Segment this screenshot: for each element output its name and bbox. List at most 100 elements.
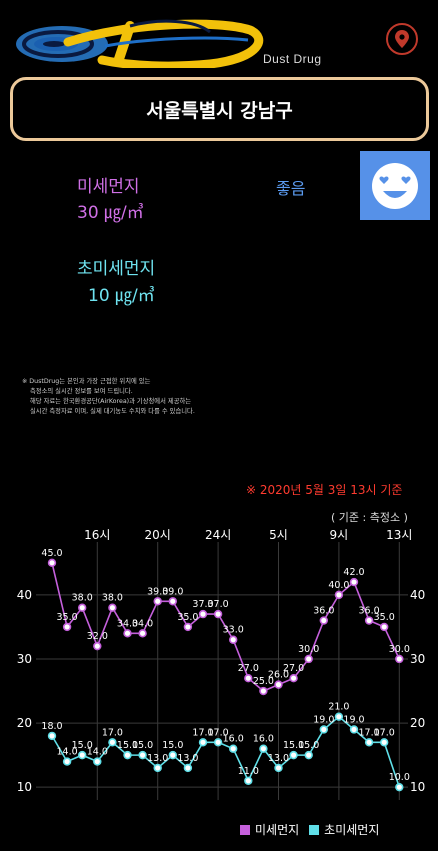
data-label: 13.0: [177, 753, 198, 764]
data-point: [349, 725, 359, 734]
data-point: [168, 597, 178, 606]
data-label: 35.0: [374, 612, 395, 623]
data-point: [108, 603, 117, 612]
location-button[interactable]: [386, 23, 418, 55]
data-point: [198, 738, 208, 747]
data-label: 15.0: [132, 740, 153, 751]
data-point: [380, 622, 389, 632]
data-label: 17.0: [102, 727, 123, 738]
data-point: [274, 680, 283, 689]
data-label: 10.0: [389, 772, 410, 783]
pm10-value: 30 ㎍/㎥: [77, 203, 144, 223]
y-tick-label: 20: [17, 716, 32, 730]
data-label: 39.0: [162, 586, 183, 597]
data-label: 38.0: [72, 593, 93, 604]
data-point: [77, 603, 87, 612]
data-point: [168, 750, 178, 760]
data-label: 17.0: [208, 727, 229, 738]
data-point: [153, 763, 162, 773]
data-point: [123, 629, 132, 638]
data-point: [93, 757, 102, 766]
data-point: [62, 622, 72, 632]
data-label: 34.0: [132, 618, 153, 629]
data-label: 15.0: [72, 740, 93, 751]
data-point: [289, 674, 298, 683]
data-point: [395, 654, 404, 664]
data-point: [138, 629, 147, 638]
y-tick-label-right: 10: [410, 780, 425, 794]
data-point: [259, 686, 268, 696]
data-label: 36.0: [359, 606, 380, 617]
data-point: [153, 597, 162, 606]
data-label: 38.0: [102, 593, 123, 604]
data-label: 15.0: [283, 740, 304, 751]
air-quality-grade: 좋음: [276, 179, 306, 198]
notice-line: 해당 자료는 한국환경공단(AirKorea)과 기상청에서 제공하는: [30, 398, 192, 405]
location-pin-icon: [395, 30, 409, 48]
data-point: [183, 622, 193, 632]
region-name: 서울특별시 강남구: [146, 99, 293, 122]
data-point: [198, 609, 208, 619]
data-point: [93, 641, 102, 651]
notice-line: 측정소의 실시간 정보를 보여 드립니다.: [30, 388, 133, 395]
x-tick-label: 5시: [269, 528, 288, 542]
x-tick-label: 20시: [145, 528, 171, 542]
data-point: [274, 763, 283, 773]
data-point: [183, 763, 193, 773]
data-label: 13.0: [147, 753, 168, 764]
y-tick-label-right: 30: [410, 652, 425, 666]
data-point: [364, 738, 374, 747]
data-label: 18.0: [41, 721, 62, 732]
data-source-notice: ※ DustDrug는 본인과 가장 근접한 위치에 있는 측정소의 실시간 정…: [22, 377, 195, 417]
data-point: [334, 712, 344, 721]
data-label: 15.0: [298, 740, 319, 751]
data-point: [62, 757, 72, 766]
grade-face-card: [360, 151, 430, 220]
data-label: 34.0: [117, 618, 138, 629]
data-point: [319, 725, 328, 734]
data-point: [229, 744, 238, 753]
data-label: 13.0: [268, 753, 289, 764]
dustdrug-logo: [16, 19, 264, 68]
data-label: 14.0: [57, 747, 78, 758]
data-label: 36.0: [313, 606, 334, 617]
data-point: [380, 738, 389, 747]
data-point: [244, 776, 253, 785]
data-point: [244, 674, 253, 683]
pm10-label: 미세먼지: [77, 177, 140, 197]
data-label: 27.0: [238, 663, 259, 674]
data-point: [108, 738, 117, 747]
data-point: [47, 731, 57, 741]
data-label: 30.0: [298, 644, 319, 655]
data-point: [349, 577, 359, 587]
data-label: 15.0: [162, 740, 183, 751]
data-label: 17.0: [374, 727, 395, 738]
legend-pm10-label: 미세먼지: [255, 823, 300, 837]
data-point: [259, 744, 268, 753]
data-label: 27.0: [283, 663, 304, 674]
data-label: 11.0: [238, 766, 259, 777]
data-label: 19.0: [313, 714, 334, 725]
data-point: [289, 750, 298, 760]
legend-pm25-label: 초미세먼지: [324, 823, 380, 837]
data-label: 16.0: [253, 734, 274, 745]
hourly-dust-chart: 16시 20시 24시 5시 9시 13시 10 10 20 20 30 30 40 40 45.0 35.0…: [17, 528, 425, 800]
data-label: 16.0: [223, 734, 244, 745]
data-label: 25.0: [253, 676, 274, 687]
legend-pm25-swatch: [309, 824, 320, 835]
y-tick-label-right: 40: [410, 588, 425, 602]
data-point: [213, 738, 223, 747]
legend-pm10-swatch: [240, 824, 250, 835]
y-tick-label-right: 20: [410, 716, 425, 730]
data-label: 33.0: [223, 625, 244, 636]
data-point: [319, 616, 328, 625]
basis-station: ( 기준 : 측정소 ): [331, 511, 408, 524]
y-tick-label: 40: [17, 588, 32, 602]
data-point: [304, 654, 313, 664]
brand-name: Dust Drug: [263, 52, 322, 66]
data-label: 15.0: [117, 740, 138, 751]
y-tick-label: 30: [17, 652, 32, 666]
data-label: 35.0: [57, 612, 78, 623]
region-selector[interactable]: 서울특별시 강남구: [10, 77, 429, 141]
x-tick-label: 13시: [386, 528, 412, 542]
